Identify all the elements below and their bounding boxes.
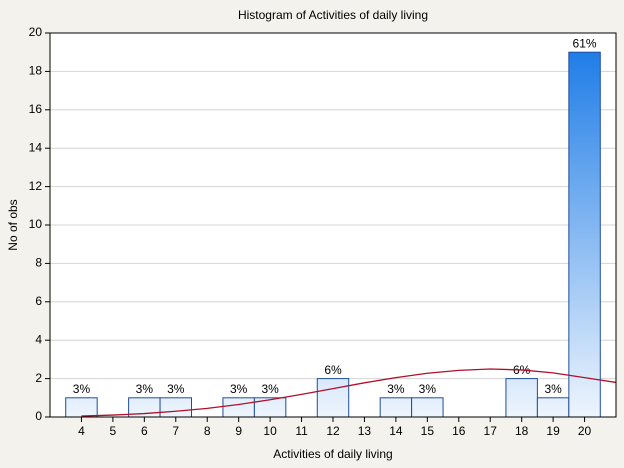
bar: [536, 397, 570, 418]
data-label: 3%: [136, 382, 154, 396]
data-label: 3%: [387, 382, 405, 396]
x-tick-label: 12: [326, 424, 340, 438]
y-tick-label: 2: [35, 371, 42, 385]
bar: [222, 397, 255, 418]
x-tick-label: 18: [515, 424, 529, 438]
bar: [568, 51, 601, 418]
bar: [253, 397, 287, 418]
x-tick-label: 17: [484, 424, 498, 438]
x-tick-label: 5: [110, 424, 117, 438]
fit-curve: [81, 368, 617, 417]
data-label: 3%: [419, 382, 437, 396]
y-tick-label: 12: [29, 179, 43, 193]
data-label: 3%: [167, 382, 185, 396]
x-tick-label: 6: [141, 424, 148, 438]
data-label: 3%: [544, 382, 562, 396]
x-tick-label: 9: [235, 424, 242, 438]
chart-title: Histogram of Activities of daily living: [238, 8, 428, 22]
data-label: 3%: [73, 382, 91, 396]
y-tick-label: 8: [35, 256, 42, 270]
y-axis-label: No of obs: [6, 199, 20, 250]
data-label: 3%: [261, 382, 279, 396]
y-tick-label: 16: [29, 102, 43, 116]
bar: [379, 397, 413, 418]
x-tick-label: 15: [421, 424, 435, 438]
y-tick-label: 14: [29, 140, 43, 154]
x-tick-label: 14: [389, 424, 403, 438]
x-tick-label: 10: [263, 424, 277, 438]
x-tick-label: 19: [546, 424, 560, 438]
x-tick-label: 4: [78, 424, 85, 438]
y-tick-label: 18: [29, 64, 43, 78]
bar: [505, 378, 538, 418]
data-label: 3%: [230, 382, 248, 396]
y-tick-label: 6: [35, 294, 42, 308]
x-axis-label: Activities of daily living: [273, 447, 392, 461]
x-tick-label: 7: [172, 424, 179, 438]
y-tick-label: 4: [35, 332, 42, 346]
y-tick-label: 10: [29, 217, 43, 231]
bar: [159, 397, 193, 418]
data-label: 6%: [324, 363, 342, 377]
y-tick-label: 0: [35, 409, 42, 423]
bar: [316, 378, 350, 418]
x-tick-label: 11: [295, 424, 308, 438]
x-tick-label: 16: [452, 424, 466, 438]
data-label: 61%: [573, 36, 597, 50]
x-tick-label: 20: [578, 424, 592, 438]
x-tick-label: 13: [358, 424, 372, 438]
bar: [65, 397, 98, 418]
bar: [411, 397, 444, 418]
y-tick-label: 20: [29, 25, 43, 39]
plot-frame: [49, 32, 617, 418]
x-tick-label: 8: [204, 424, 211, 438]
